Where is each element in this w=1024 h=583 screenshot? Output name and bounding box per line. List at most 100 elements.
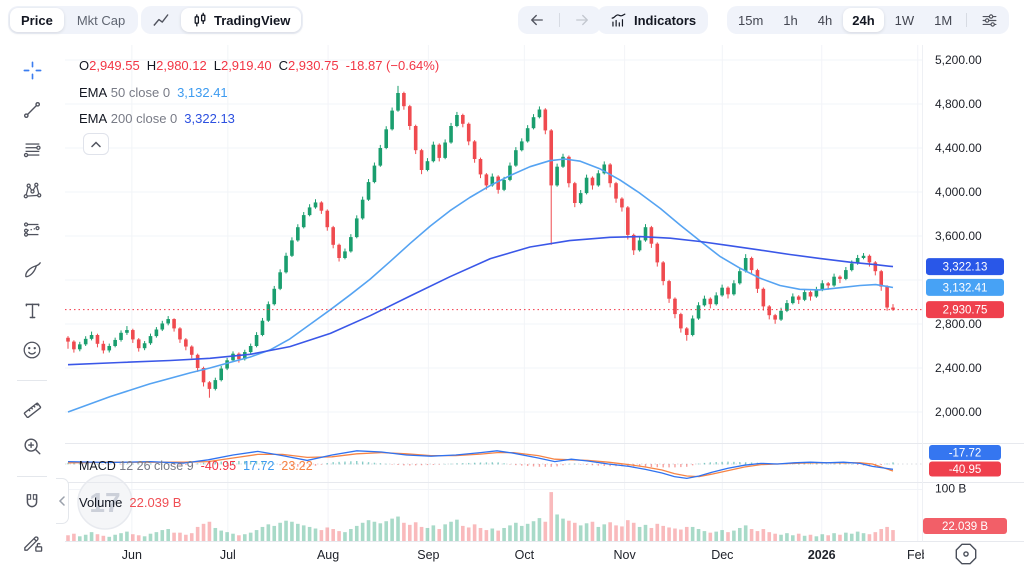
high-value: 2,980.12: [156, 58, 207, 73]
brush-tool-button[interactable]: [15, 258, 49, 287]
candlestick-logo-icon: [192, 11, 208, 29]
svg-text:2,930.75: 2,930.75: [943, 305, 988, 317]
projection-tool-button[interactable]: [15, 218, 49, 247]
svg-text:2,000.00: 2,000.00: [935, 405, 982, 419]
macd-badge-line: -17.72: [929, 445, 1001, 460]
svg-text:Aug: Aug: [317, 548, 339, 562]
svg-text:22.039 B: 22.039 B: [942, 521, 988, 533]
emoji-icon: [21, 339, 43, 366]
svg-text:Oct: Oct: [515, 548, 535, 562]
trend-line-tool-button[interactable]: [15, 98, 49, 127]
chart-settings-button[interactable]: [972, 8, 1007, 32]
volume-bars-layer: [66, 492, 895, 542]
svg-text:-17.72: -17.72: [949, 448, 982, 460]
timeframe-group: 15m 1h 4h 24h 1W 1M: [727, 6, 1010, 34]
tune-sliders-icon: [982, 13, 997, 27]
svg-text:Jul: Jul: [220, 548, 236, 562]
volume-value: 22.039 B: [129, 495, 182, 510]
mode-toggle-group: Price Mkt Cap: [8, 6, 139, 34]
emoji-tool-button[interactable]: [15, 338, 49, 367]
svg-text:Sep: Sep: [417, 548, 439, 562]
price-tab[interactable]: Price: [10, 8, 64, 32]
crosshair-icon: [21, 59, 44, 87]
indicators-group: Indicators: [597, 6, 709, 34]
toolbar-divider: [559, 13, 560, 27]
trend-line-icon: [21, 99, 43, 126]
ema200-legend: EMA 200 close 0 3,322.13: [79, 111, 235, 126]
price-axis[interactable]: 5,200.00 4,800.00 4,400.00 4,000.00 3,600.00…: [935, 53, 982, 496]
forward-arrow-button[interactable]: [565, 8, 599, 32]
ohlc-legend: O2,949.55 H2,980.12 L2,919.40 C2,930.75 -18.…: [79, 58, 440, 73]
draw-lock-tool-button[interactable]: [15, 530, 49, 559]
drawing-tools-sidebar: [0, 46, 64, 583]
mkt-cap-tab[interactable]: Mkt Cap: [76, 12, 126, 28]
chevron-left-icon: [58, 496, 65, 506]
macd-badge-hist: -40.95: [929, 461, 1001, 477]
volume-badge: 22.039 B: [923, 518, 1007, 534]
chevron-up-icon: [91, 140, 101, 147]
scale-settings-button[interactable]: [955, 543, 977, 565]
grid-layer: [65, 45, 922, 542]
svg-text:3,322.13: 3,322.13: [943, 262, 988, 274]
text-tool-button[interactable]: [15, 298, 49, 327]
legend-collapse-button[interactable]: [83, 133, 109, 155]
fib-lines-tool-button[interactable]: [15, 138, 49, 167]
svg-text:Jun: Jun: [122, 548, 142, 562]
xabcd-pattern-tool-button[interactable]: [15, 178, 49, 207]
timeframe-1M[interactable]: 1M: [934, 12, 953, 28]
magnet-icon: [21, 491, 43, 518]
indicators-button[interactable]: Indicators: [599, 8, 706, 32]
price-chart[interactable]: 17 5,200.00 4,800.00 4,400.00 4,000.00 3,600.…: [65, 45, 1024, 583]
macd-legend: MACD 12 26 close 9 -40.95 17.72 23.22: [79, 459, 313, 473]
zoom-in-tool-button[interactable]: [15, 434, 49, 463]
timeframe-1W[interactable]: 1W: [894, 12, 915, 28]
candles-layer: [66, 85, 895, 398]
ema50-legend: EMA 50 close 0 3,132.41: [79, 85, 228, 100]
svg-text:4,000.00: 4,000.00: [935, 185, 982, 199]
gear-icon: [955, 543, 977, 565]
crosshair-tool-button[interactable]: [15, 58, 49, 87]
timeframe-15m[interactable]: 15m: [738, 12, 764, 28]
svg-text:3,132.41: 3,132.41: [943, 282, 988, 294]
chart-style-group: TradingView: [141, 6, 304, 34]
macd-layer: [65, 450, 922, 480]
time-axis[interactable]: Jun Jul Aug Sep Oct Nov Dec 2026 Feb: [122, 548, 929, 562]
line-chart-icon: [151, 10, 171, 30]
svg-text:2,400.00: 2,400.00: [935, 361, 982, 375]
projection-icon: [21, 219, 43, 246]
indicators-label: Indicators: [634, 12, 697, 28]
timeframe-24h[interactable]: 24h: [843, 8, 884, 32]
change-value: -18.87 (−0.64%): [345, 58, 440, 73]
svg-text:4,800.00: 4,800.00: [935, 97, 982, 111]
svg-text:17: 17: [89, 487, 120, 518]
fib-lines-icon: [21, 139, 43, 166]
close-value: 2,930.75: [287, 58, 339, 73]
magnet-tool-button[interactable]: [15, 490, 49, 519]
zoom-in-icon: [21, 435, 43, 462]
svg-text:Nov: Nov: [614, 548, 637, 562]
text-icon: [22, 300, 43, 326]
ema-lines-layer: [67, 158, 894, 413]
brush-icon: [21, 259, 44, 287]
tradingview-label: TradingView: [214, 12, 291, 28]
svg-text:5,200.00: 5,200.00: [935, 53, 982, 67]
back-arrow-button[interactable]: [520, 8, 554, 32]
macd-hist-value: -40.95: [200, 459, 237, 473]
ruler-icon: [21, 395, 44, 423]
ema50-value: 3,132.41: [177, 85, 228, 100]
timeframe-1h[interactable]: 1h: [783, 12, 798, 28]
sidebar-collapse-handle[interactable]: [56, 478, 69, 524]
timeframe-4h[interactable]: 4h: [817, 12, 833, 28]
line-chart-style-button[interactable]: [143, 8, 179, 32]
svg-text:2,800.00: 2,800.00: [935, 317, 982, 331]
ema200-value: 3,322.13: [184, 111, 235, 126]
svg-text:4,400.00: 4,400.00: [935, 141, 982, 155]
ruler-tool-button[interactable]: [15, 394, 49, 423]
svg-text:2026: 2026: [808, 548, 836, 562]
tradingview-button[interactable]: TradingView: [181, 8, 302, 32]
xabcd-pattern-icon: [21, 179, 44, 207]
indicators-icon: [609, 11, 628, 30]
price-badge: 3,132.41: [926, 278, 1004, 296]
sidebar-divider: [17, 380, 47, 381]
